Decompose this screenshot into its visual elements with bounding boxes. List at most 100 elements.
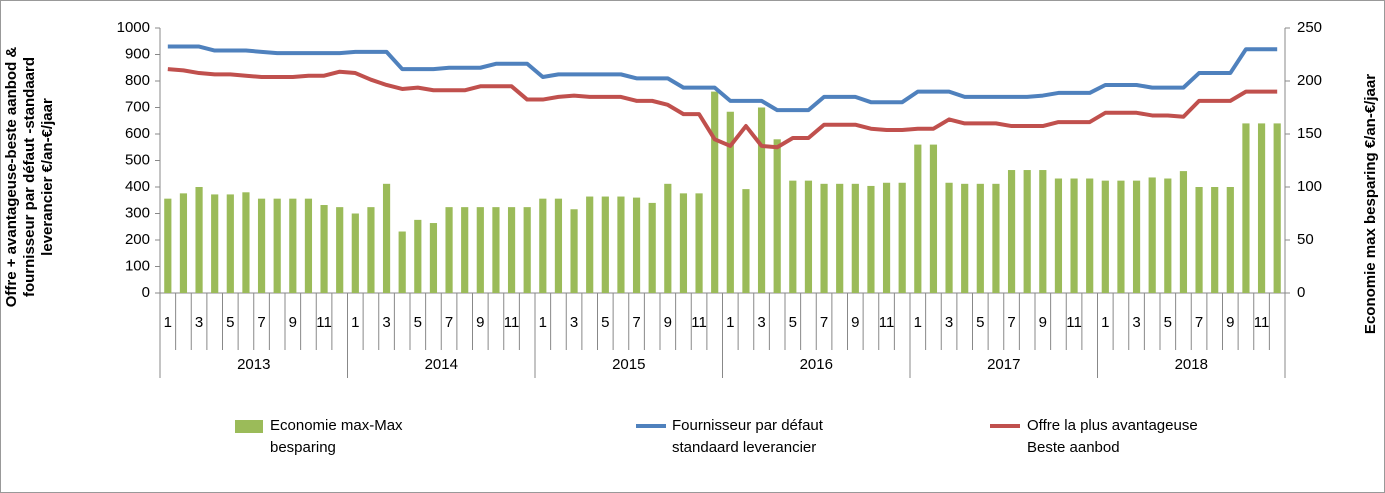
bar (1054, 178, 1063, 293)
bar (726, 111, 734, 294)
bar (820, 183, 828, 293)
bar (242, 192, 250, 293)
x-tick-label: 9 (851, 314, 859, 331)
bar (601, 196, 609, 293)
bar (507, 207, 516, 293)
bar (445, 207, 453, 293)
y-tick-label: 800 (125, 72, 150, 89)
bar (929, 144, 938, 293)
bar (257, 198, 266, 293)
bar (789, 180, 797, 293)
legend-swatch (636, 424, 666, 428)
x-group-label: 2017 (987, 356, 1020, 373)
bar (1257, 123, 1266, 294)
x-group-label: 2013 (237, 356, 270, 373)
bar (195, 187, 203, 293)
bar (382, 183, 391, 293)
x-tick-label: 11 (1254, 314, 1270, 331)
x-tick-label: 1 (1101, 314, 1109, 331)
bar (211, 194, 219, 293)
bar (617, 196, 625, 293)
x-tick-label: 3 (570, 314, 578, 331)
bar (1101, 180, 1109, 293)
x-tick-label: 5 (414, 314, 422, 331)
x-tick-label: 7 (820, 314, 828, 331)
y-tick-label: 500 (125, 151, 150, 168)
x-tick-label: 3 (195, 314, 203, 331)
bar (1117, 180, 1125, 293)
x-tick-label: 11 (504, 314, 520, 331)
bar (851, 183, 859, 293)
bar (336, 207, 344, 293)
y2-tick-label: 150 (1297, 125, 1322, 142)
y-tick-label: 700 (125, 98, 150, 115)
bar (226, 194, 234, 293)
bar (1211, 187, 1219, 293)
y2-tick-label: 0 (1297, 284, 1305, 301)
line (167, 44, 1278, 113)
bar (664, 183, 672, 293)
bar (1023, 170, 1031, 293)
bar (695, 193, 703, 293)
x-tick-label: 11 (316, 314, 332, 331)
bar (476, 207, 484, 293)
x-group-label: 2014 (425, 356, 458, 373)
legend-label: Economie max-Max besparing (270, 417, 403, 456)
y-tick-label: 200 (125, 231, 150, 248)
bar (492, 207, 500, 293)
x-tick-label: 9 (289, 314, 297, 331)
bar (179, 193, 188, 293)
x-tick-label: 5 (226, 314, 234, 331)
x-tick-label: 7 (1007, 314, 1015, 331)
y2-tick-label: 200 (1297, 72, 1322, 89)
bar (914, 144, 922, 293)
bar (586, 196, 594, 293)
bar (836, 183, 844, 293)
bar (992, 183, 1000, 293)
line (167, 67, 1278, 150)
bar (679, 193, 688, 293)
bar (351, 213, 359, 293)
bar (882, 182, 891, 293)
x-tick-label: 1 (164, 314, 172, 331)
x-tick-label: 7 (632, 314, 640, 331)
y2-tick-label: 100 (1297, 178, 1322, 195)
x-tick-label: 1 (726, 314, 734, 331)
x-tick-label: 5 (789, 314, 797, 331)
y-axis-label: Offre + avantageuse-beste aanbod & fourn… (3, 46, 56, 308)
bar (945, 182, 953, 293)
bar (1086, 178, 1094, 293)
legend-label: Fournisseur par défaut standaard leveran… (672, 417, 823, 456)
bar (773, 139, 781, 293)
bar (461, 207, 469, 293)
bar (1195, 187, 1203, 293)
x-tick-label: 7 (1195, 314, 1203, 331)
y-tick-label: 100 (125, 257, 150, 274)
bar (757, 107, 766, 293)
x-group-label: 2018 (1175, 356, 1208, 373)
x-tick-label: 11 (1066, 314, 1082, 331)
bar (648, 202, 656, 293)
y-tick-label: 0 (142, 284, 150, 301)
bar (804, 180, 813, 293)
bar (304, 198, 313, 293)
y-tick-label: 300 (125, 204, 150, 221)
x-tick-label: 3 (382, 314, 390, 331)
bar (898, 182, 906, 293)
bar (273, 198, 281, 293)
bar (1132, 180, 1141, 293)
x-tick-label: 5 (976, 314, 984, 331)
x-tick-label: 3 (1132, 314, 1140, 331)
y-tick-label: 400 (125, 178, 150, 195)
x-tick-label: 1 (914, 314, 922, 331)
bar (867, 185, 875, 293)
x-tick-label: 5 (601, 314, 609, 331)
x-group-label: 2016 (800, 356, 833, 373)
bar (554, 198, 563, 293)
legend-label: Offre la plus avantageuse Beste aanbod (1027, 417, 1198, 456)
bar (1273, 123, 1281, 294)
bar (1039, 170, 1047, 293)
bar (1242, 123, 1250, 294)
legend-swatch (990, 424, 1020, 428)
y-tick-label: 1000 (117, 19, 150, 36)
